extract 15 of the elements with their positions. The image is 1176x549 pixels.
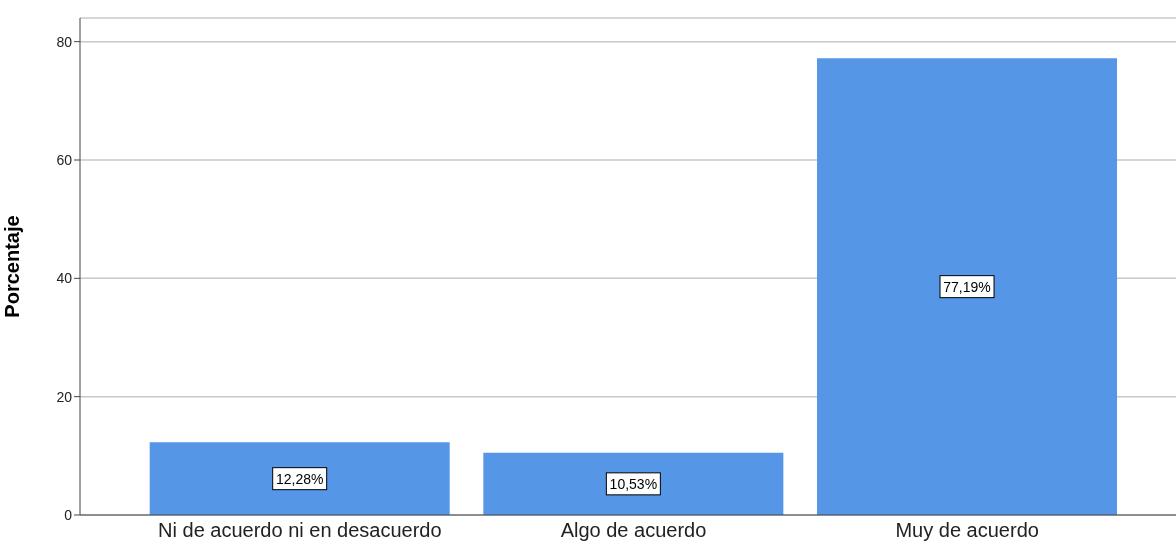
bar: [483, 452, 784, 515]
bar: [149, 442, 450, 515]
y-tick-label: 60: [56, 151, 73, 168]
y-tick-label: 80: [56, 33, 73, 50]
bar: [817, 58, 1118, 515]
x-tick-label: Ni de acuerdo ni en desacuerdo: [158, 519, 442, 542]
y-tick-label: 40: [56, 270, 73, 287]
data-label: 77,19%: [943, 278, 991, 295]
data-label: 12,28%: [275, 470, 324, 487]
x-tick-label: Muy de acuerdo: [895, 519, 1039, 542]
x-tick-label: Algo de acuerdo: [560, 519, 707, 542]
y-tick-label: 20: [56, 388, 73, 405]
data-label: 10,53%: [609, 475, 658, 492]
y-axis-title: Porcentaje: [1, 215, 24, 318]
y-tick-label: 0: [64, 506, 73, 523]
